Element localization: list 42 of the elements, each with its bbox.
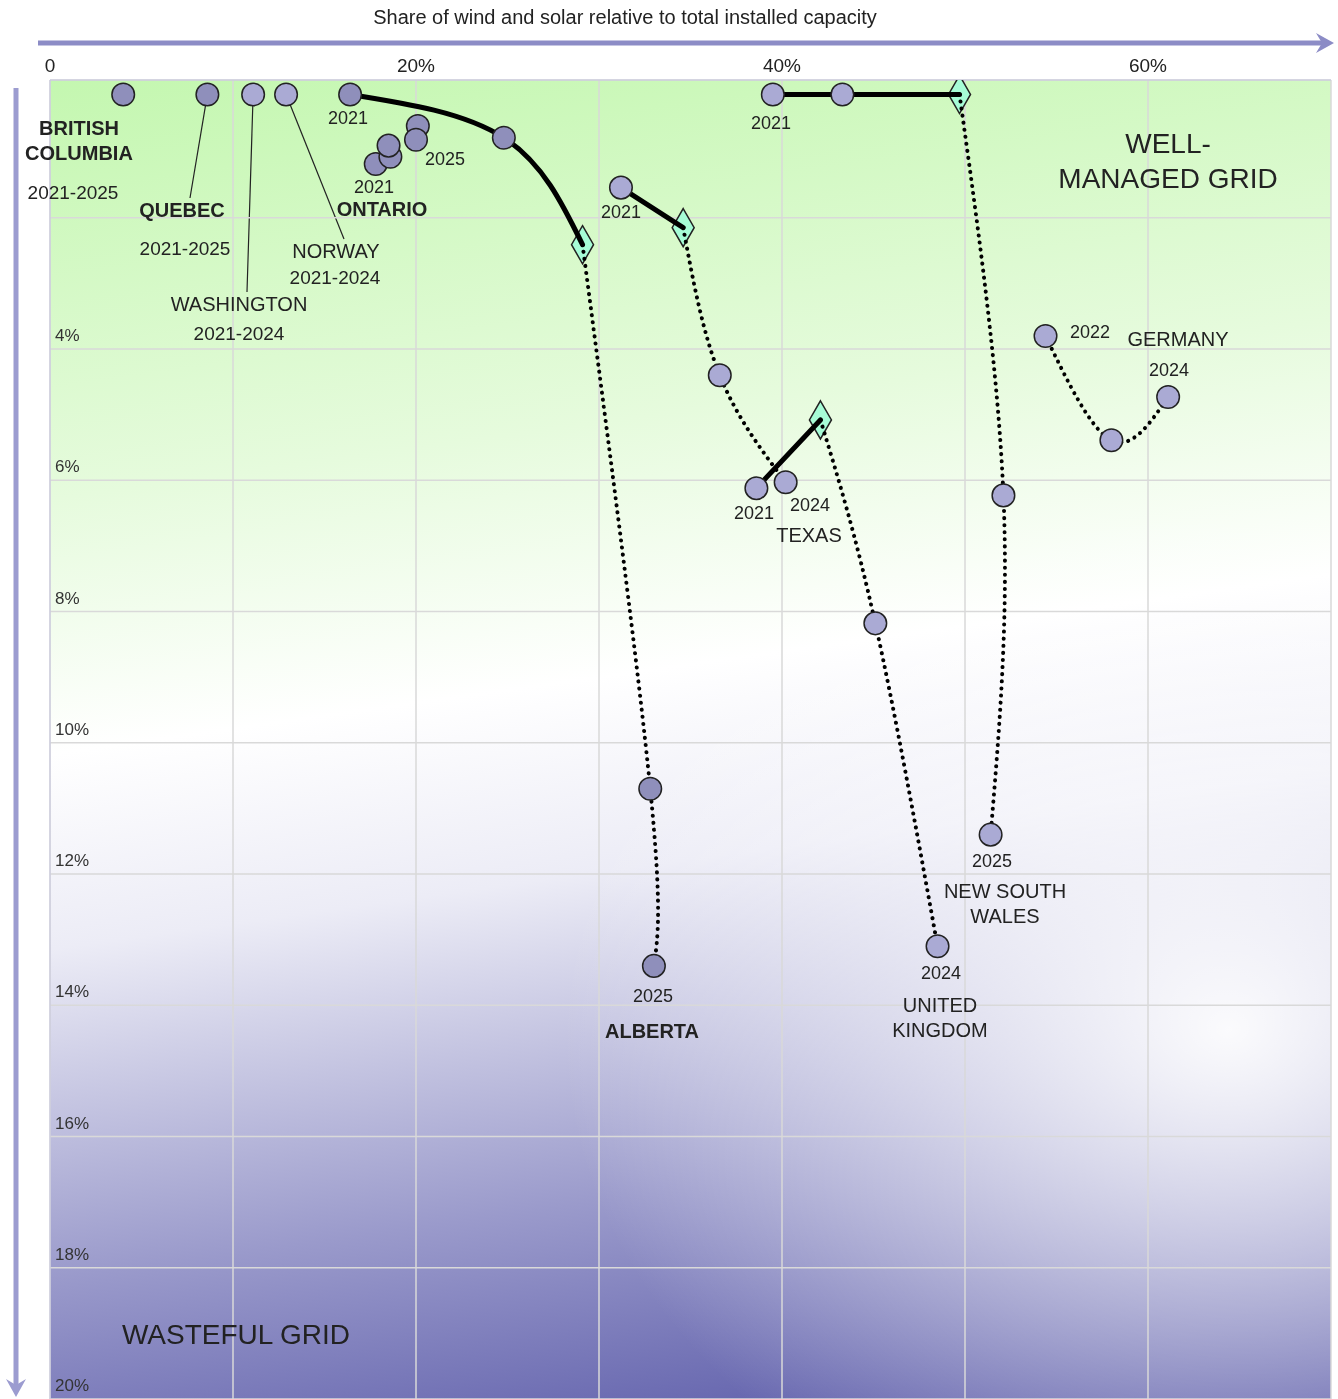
annotation: QUEBEC (139, 199, 225, 222)
annotation: 2024 (789, 494, 831, 515)
x-tick-label: 60% (1128, 55, 1168, 76)
y-tick-label: 18% (55, 1244, 90, 1264)
annotation: 2021 (750, 112, 792, 133)
y-tick-label: 6% (55, 457, 80, 477)
annotation: WASTEFUL GRID (121, 1319, 351, 1351)
x-tick-label: 40% (762, 55, 802, 76)
annotation: 2025 (632, 985, 674, 1006)
annotation: WELL- MANAGED GRID (1058, 127, 1278, 194)
x-tick-label: 0 (44, 55, 56, 76)
annotation: GERMANY (1127, 328, 1229, 351)
annotation: NEW SOUTH WALES (943, 879, 1067, 927)
y-tick-label: 10% (55, 719, 90, 739)
annotation: ONTARIO (336, 198, 428, 221)
y-tick-label: 12% (55, 851, 90, 871)
annotation: 2022 (1069, 321, 1111, 342)
annotation: 2025 (424, 148, 466, 169)
y-tick-label: 8% (55, 588, 80, 608)
annotation: NORWAY (292, 240, 380, 263)
annotation: 2021 (353, 176, 395, 197)
y-tick-label: 16% (55, 1113, 90, 1133)
annotation: 2021 (733, 502, 775, 523)
annotation: ALBERTA (604, 1020, 700, 1043)
annotation: WASHINGTON (170, 293, 308, 316)
annotation: TEXAS (776, 524, 842, 547)
annotation: 2021-2024 (193, 323, 285, 345)
annotation: 2024 (1148, 359, 1190, 380)
annotation: 2021-2024 (289, 267, 381, 289)
y-tick-label: 14% (55, 982, 90, 1002)
annotation: BRITISH COLUMBIA (25, 116, 133, 164)
y-tick-label: 4% (55, 326, 80, 346)
annotation: 2021-2025 (27, 182, 119, 204)
y-tick-label: 20% (55, 1376, 90, 1395)
annotation: UNITED KINGDOM (892, 993, 988, 1041)
annotation: 2024 (920, 962, 962, 983)
annotation: 2025 (971, 850, 1013, 871)
annotation: 2021 (327, 107, 369, 128)
x-axis-title: Share of wind and solar relative to total installed capacity (373, 6, 877, 28)
x-tick-label: 20% (396, 55, 436, 76)
annotation: 2021 (600, 201, 642, 222)
annotation: 2021-2025 (139, 238, 231, 260)
